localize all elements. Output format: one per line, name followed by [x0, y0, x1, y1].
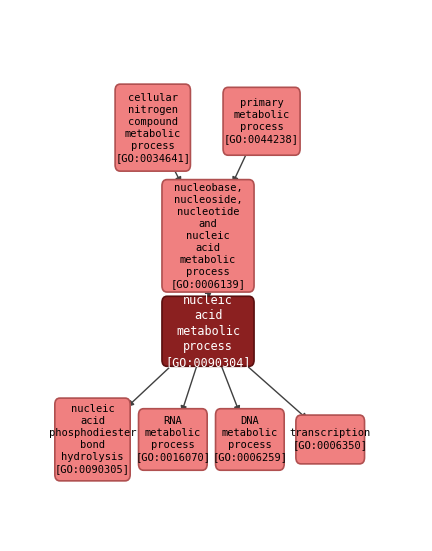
Text: primary
metabolic
process
[GO:0044238]: primary metabolic process [GO:0044238]: [224, 98, 299, 144]
Text: nucleobase,
nucleoside,
nucleotide
and
nucleic
acid
metabolic
process
[GO:000613: nucleobase, nucleoside, nucleotide and n…: [171, 183, 245, 289]
Text: cellular
nitrogen
compound
metabolic
process
[GO:0034641]: cellular nitrogen compound metabolic pro…: [115, 93, 190, 163]
Text: DNA
metabolic
process
[GO:0006259]: DNA metabolic process [GO:0006259]: [213, 417, 287, 462]
FancyBboxPatch shape: [139, 409, 207, 470]
Text: transcription
[GO:0006350]: transcription [GO:0006350]: [289, 429, 371, 451]
Text: nucleic
acid
phosphodiester
bond
hydrolysis
[GO:0090305]: nucleic acid phosphodiester bond hydroly…: [49, 404, 136, 474]
FancyBboxPatch shape: [115, 84, 191, 171]
FancyBboxPatch shape: [223, 88, 300, 155]
FancyBboxPatch shape: [296, 415, 365, 464]
FancyBboxPatch shape: [162, 180, 254, 292]
FancyBboxPatch shape: [216, 409, 284, 470]
FancyBboxPatch shape: [55, 398, 130, 481]
Text: RNA
metabolic
process
[GO:0016070]: RNA metabolic process [GO:0016070]: [135, 417, 210, 462]
FancyBboxPatch shape: [162, 296, 254, 366]
Text: nucleic
acid
metabolic
process
[GO:0090304]: nucleic acid metabolic process [GO:00903…: [165, 294, 251, 369]
